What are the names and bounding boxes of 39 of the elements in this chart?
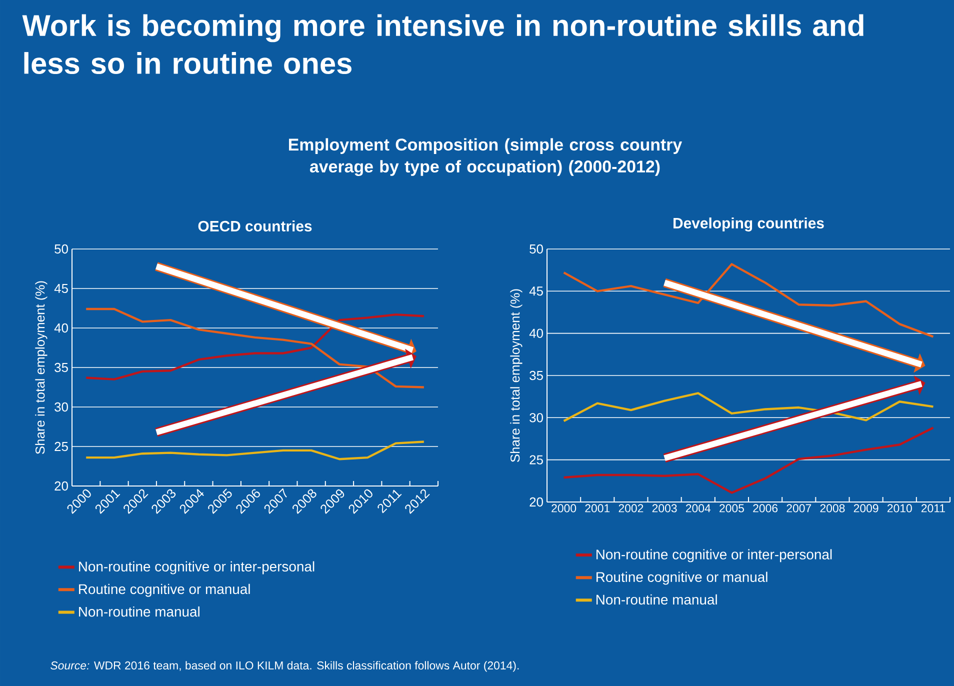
- x-tick-label: 2003: [652, 504, 677, 512]
- y-tick-label: 30: [54, 402, 68, 412]
- y-tick-label: 40: [54, 323, 68, 333]
- x-tick-label: 2002: [618, 504, 644, 512]
- y-axis-title: Share in total employment (%): [35, 281, 48, 454]
- y-tick-label: 25: [54, 442, 68, 452]
- text: Source: WDR 2016 team, based on ILO KILM data. Skills classification follows Autor (2014).: [50, 661, 519, 672]
- x-tick-label: 2006: [753, 504, 778, 512]
- legend-label: Non-routine manual: [79, 606, 200, 617]
- legend-label: Non-routine cognitive or inter-personal: [79, 561, 314, 574]
- x-tick-label: 2009: [854, 504, 878, 512]
- x-tick-label: 2005: [720, 504, 744, 512]
- legend-label: Routine cognitive or manual: [596, 572, 768, 585]
- y-tick-label: 45: [529, 286, 543, 296]
- legend-label: Non-routine manual: [596, 594, 717, 605]
- y-tick-label: 30: [530, 413, 543, 422]
- x-tick-label: 2004: [686, 504, 711, 512]
- x-tick-label: 2010: [887, 504, 912, 512]
- x-tick-label: 2008: [820, 504, 845, 512]
- chart-title: Developing countries: [674, 217, 824, 232]
- text: Work is becoming more intensive in non-routine skills and less so in routine ones: [22, 14, 864, 74]
- legend-label: Non-routine cognitive or inter-personal: [596, 549, 832, 562]
- y-tick-label: 50: [530, 244, 543, 254]
- y-tick-label: 40: [529, 328, 543, 338]
- x-tick-label: 2011: [921, 504, 945, 512]
- y-tick-label: 25: [530, 455, 543, 464]
- text: Employment Composition (simple cross country average by type of occupation) (2000-2012): [288, 138, 682, 176]
- y-tick-label: 20: [530, 497, 543, 507]
- x-tick-label: 2007: [786, 504, 812, 512]
- chart-title: OECD countries: [198, 220, 312, 232]
- x-tick-label: 2000: [552, 504, 576, 512]
- y-tick-label: 35: [530, 370, 543, 380]
- legend-label: Routine cognitive or manual: [79, 584, 250, 597]
- y-tick-label: 50: [54, 244, 68, 254]
- x-tick-label: 2001: [585, 504, 610, 512]
- y-axis-title: Share in total employment (%): [510, 289, 522, 462]
- y-tick-label: 45: [54, 284, 68, 294]
- y-tick-label: 35: [54, 362, 68, 372]
- y-tick-label: 20: [54, 481, 68, 491]
